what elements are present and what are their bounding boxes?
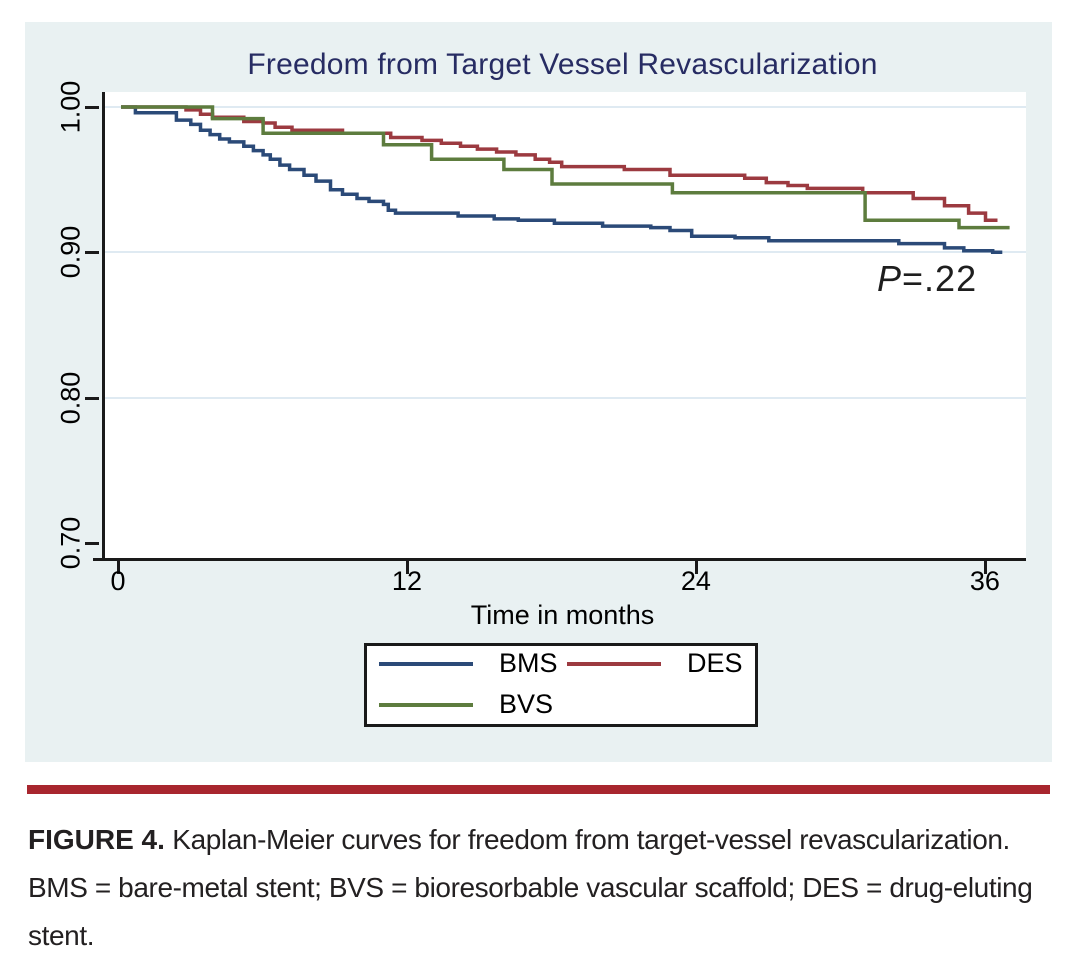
plot-area: P=.22 [93, 92, 1026, 561]
y-tick-mark [85, 106, 99, 109]
km-curves-svg [121, 105, 1010, 255]
km-curve-bms [121, 105, 1003, 255]
y-tick-mark [85, 251, 99, 255]
p-value-annotation: P=.22 [877, 258, 977, 300]
x-tick-mark [117, 561, 120, 574]
legend-item-bms: BMS [379, 648, 567, 679]
figure-caption-text: Kaplan-Meier curves for freedom from tar… [28, 824, 1033, 951]
x-tick-mark [405, 561, 409, 574]
red-divider-bar [27, 785, 1050, 794]
legend-label: BMS [499, 648, 558, 678]
plot-gridline [105, 106, 1026, 108]
p-value-symbol: P [877, 258, 903, 299]
km-curve-bvs [121, 105, 1010, 230]
figure-caption: FIGURE 4. Kaplan-Meier curves for freedo… [28, 816, 1052, 960]
y-tick-label: 1.00 [55, 80, 86, 134]
legend-label: DES [687, 648, 743, 678]
figure-caption-label: FIGURE 4. [28, 824, 165, 855]
y-tick-mark [85, 396, 99, 400]
legend-line-sample [379, 702, 473, 707]
plot-gridline [105, 396, 1026, 399]
y-tick-label: 0.80 [55, 371, 86, 424]
p-value-text: =.22 [902, 258, 978, 299]
legend-label: BVS [499, 689, 554, 719]
y-tick-label: 0.90 [55, 226, 86, 279]
x-tick-label: 0 [110, 566, 126, 596]
x-tick-mark [694, 561, 698, 574]
y-tick-mark [85, 541, 99, 545]
x-tick-mark [983, 561, 987, 574]
plot-gridline [105, 251, 1026, 254]
legend-line-sample [567, 661, 661, 666]
figure-panel: Freedom from Target Vessel Revasculariza… [25, 22, 1052, 762]
legend-line-sample [379, 661, 473, 666]
y-tick-label: 0.70 [55, 516, 86, 570]
x-axis-title: Time in months [470, 600, 655, 630]
x-axis-overhang [93, 558, 105, 561]
legend-item-des: DES [567, 648, 755, 679]
chart-title: Freedom from Target Vessel Revasculariza… [247, 48, 878, 81]
legend-box: BMS DES BVS [364, 643, 758, 727]
x-tick-label: 24 [680, 566, 711, 596]
legend-item-bvs: BVS [379, 689, 567, 720]
x-tick-label: 12 [391, 566, 422, 596]
x-tick-label: 36 [969, 566, 1000, 596]
